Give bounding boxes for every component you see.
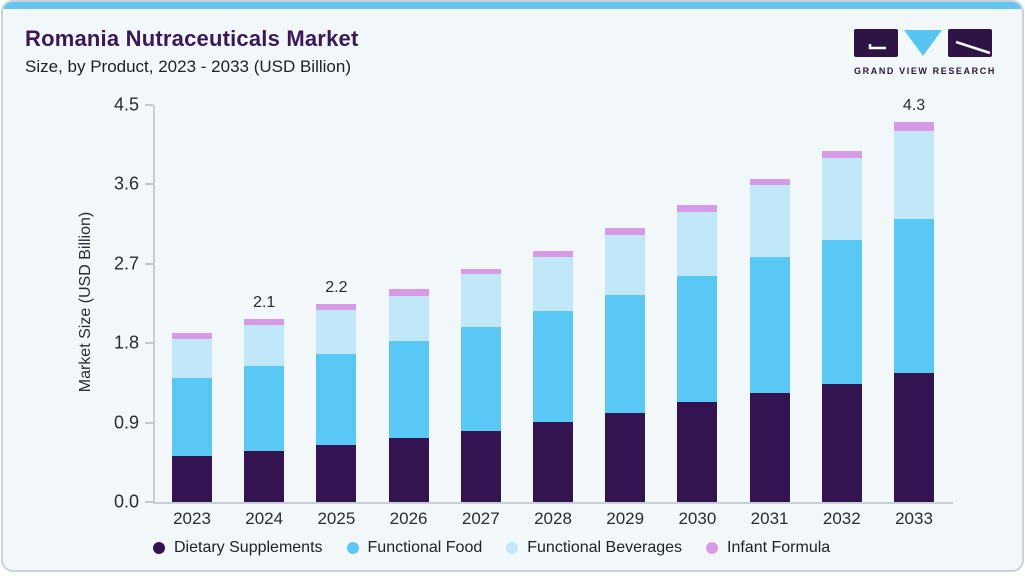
- x-axis-category-label: 2023: [173, 509, 211, 528]
- legend-color-dot-icon: [706, 542, 719, 554]
- y-axis-tick: [145, 262, 153, 265]
- x-axis-category-label: 2024: [245, 509, 284, 528]
- bar-segment: [172, 377, 212, 457]
- bar-segment: [821, 383, 862, 502]
- bar-segment: [749, 393, 790, 502]
- bar-segment: [533, 421, 573, 502]
- bar-segment: [388, 289, 429, 296]
- bar-segment: [172, 333, 212, 339]
- bar-segment: [388, 341, 429, 438]
- bar-segment: [749, 185, 790, 257]
- x-axis-category-label: 2025: [317, 509, 356, 528]
- bar-segment: [677, 276, 718, 403]
- bar-segment: [316, 353, 357, 445]
- y-axis-tick-label: 1.8: [113, 332, 139, 353]
- x-axis-category-label: 2026: [389, 509, 428, 528]
- x-axis-category-label: 2032: [822, 509, 861, 528]
- y-axis-tick-label: 0.0: [113, 491, 139, 512]
- bar-segment: [244, 450, 285, 502]
- bar-segment: [460, 274, 501, 328]
- chart-header: Romania Nutraceuticals Market Size, by P…: [25, 26, 358, 77]
- bar-segment: [244, 319, 285, 325]
- bar-segment: [894, 121, 934, 131]
- bar-total-label: 4.3: [902, 96, 926, 114]
- x-axis-category-label: 2031: [750, 509, 789, 528]
- bar-segment: [244, 366, 285, 451]
- bar-segment: [821, 150, 862, 158]
- bar-segment: [605, 294, 646, 413]
- legend-color-dot-icon: [346, 542, 359, 554]
- bar-segment: [533, 311, 573, 422]
- legend-item: Infant Formula: [706, 539, 830, 557]
- x-axis-line: [153, 502, 953, 504]
- chart-subtitle: Size, by Product, 2023 - 2033 (USD Billi…: [25, 57, 351, 76]
- bar-segment: [460, 269, 501, 275]
- legend-item: Dietary Supplements: [153, 539, 323, 557]
- bar-segment: [894, 130, 934, 219]
- x-axis-category-label: 2028: [534, 509, 572, 528]
- bar-segment: [533, 256, 573, 312]
- bar-segment: [460, 327, 501, 431]
- y-axis-tick-label: 0.9: [113, 412, 139, 433]
- x-axis-category-label: 2027: [461, 509, 500, 528]
- bar-segment: [172, 456, 212, 502]
- bar-segment: [677, 211, 718, 277]
- bar-segment: [388, 295, 429, 342]
- bar-segment: [821, 157, 862, 240]
- bar-segment: [894, 218, 934, 374]
- gvr-logo-text: GRAND VIEW RESEARCH: [854, 66, 996, 76]
- bar-segment: [316, 304, 357, 310]
- legend-label: Dietary Supplements: [174, 539, 323, 556]
- bar-segment: [605, 412, 646, 502]
- legend-color-dot-icon: [506, 542, 519, 554]
- bar-total-label: 2.2: [325, 279, 348, 297]
- y-axis-tick-label: 3.6: [113, 173, 139, 194]
- y-axis-tick-label: 2.7: [113, 253, 139, 274]
- x-axis-category-label: 2030: [678, 509, 717, 528]
- legend-item: Functional Food: [346, 539, 483, 557]
- gvr-logo-icon: [854, 29, 992, 57]
- y-axis-tick: [145, 104, 153, 106]
- x-axis-category-label: 2029: [606, 509, 645, 528]
- bar-segment: [677, 402, 718, 502]
- legend-label: Infant Formula: [727, 539, 831, 556]
- y-axis-tick: [145, 342, 153, 345]
- bar-segment: [749, 256, 790, 394]
- bar-segment: [533, 250, 573, 257]
- bar-segment: [388, 437, 429, 502]
- bar-segment: [821, 239, 862, 384]
- legend-color-dot-icon: [153, 542, 165, 554]
- y-axis-tick: [145, 183, 153, 186]
- bar-segment: [460, 430, 501, 502]
- bar-segment: [894, 373, 934, 502]
- bar-segment: [316, 444, 357, 502]
- bar-segment: [316, 309, 357, 354]
- page-title: Romania Nutraceuticals Market: [25, 26, 359, 51]
- bar-segment: [172, 338, 212, 378]
- grand-view-research-logo: GRAND VIEW RESEARCH: [852, 28, 998, 76]
- bar-segment: [677, 204, 718, 212]
- y-axis-title: Market Size (USD Billion): [77, 211, 94, 393]
- chart-legend: Dietary Supplements Functional Food Functi…: [153, 539, 830, 557]
- card-top-accent-bar: [3, 2, 1022, 9]
- stacked-bar-chart: Market Size (USD Billion) 0.0 0.9 1.8 2.7 3.…: [3, 2, 1022, 570]
- y-axis-line: [153, 105, 155, 502]
- legend-label: Functional Beverages: [527, 539, 683, 556]
- bar-segment: [605, 227, 646, 235]
- x-axis-category-label: 2033: [895, 509, 933, 528]
- y-axis-tick-label: 4.5: [113, 94, 139, 115]
- legend-label: Functional Food: [367, 539, 483, 556]
- y-axis-tick: [145, 501, 153, 503]
- bar-segment: [605, 234, 646, 295]
- legend-item: Functional Beverages: [506, 539, 682, 557]
- bar-segment: [244, 324, 285, 367]
- bar-total-label: 2.1: [253, 294, 276, 312]
- y-axis-tick: [145, 421, 153, 424]
- bar-segment: [749, 179, 790, 186]
